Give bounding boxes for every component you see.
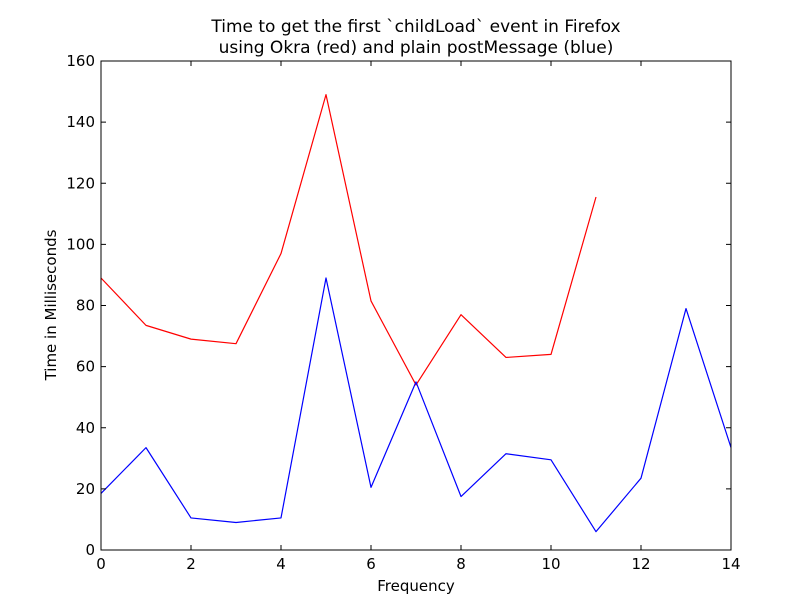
x-tick-label-1: 2 bbox=[186, 555, 196, 573]
x-tick-label-5: 10 bbox=[541, 555, 560, 573]
y-tick-label-3: 60 bbox=[76, 358, 95, 376]
y-tick-label-5: 100 bbox=[66, 235, 95, 253]
x-axis-label: Frequency bbox=[377, 577, 455, 595]
y-tick-label-2: 40 bbox=[76, 419, 95, 437]
chart-title-line-2: using Okra (red) and plain postMessage (… bbox=[219, 38, 614, 58]
y-axis-label: Time in Milliseconds bbox=[42, 229, 60, 381]
chart-title-line-1: Time to get the first `childLoad` event … bbox=[210, 17, 620, 37]
y-tick-label-4: 80 bbox=[76, 297, 95, 315]
y-tick-label-7: 140 bbox=[66, 113, 95, 131]
x-tick-label-7: 14 bbox=[721, 555, 740, 573]
series-line-0 bbox=[100, 94, 597, 386]
plot-frame bbox=[100, 60, 732, 551]
x-tick-label-2: 4 bbox=[276, 555, 286, 573]
x-tick-label-3: 6 bbox=[366, 555, 376, 573]
x-tick-label-4: 8 bbox=[456, 555, 466, 573]
y-tick-label-8: 160 bbox=[66, 52, 95, 70]
x-tick-label-6: 12 bbox=[631, 555, 650, 573]
y-tick-label-0: 0 bbox=[85, 541, 95, 559]
series-layer bbox=[100, 94, 732, 533]
series-line-1 bbox=[100, 277, 732, 533]
y-tick-label-1: 20 bbox=[76, 480, 95, 498]
x-tick-label-0: 0 bbox=[96, 555, 106, 573]
y-tick-label-6: 120 bbox=[66, 174, 95, 192]
